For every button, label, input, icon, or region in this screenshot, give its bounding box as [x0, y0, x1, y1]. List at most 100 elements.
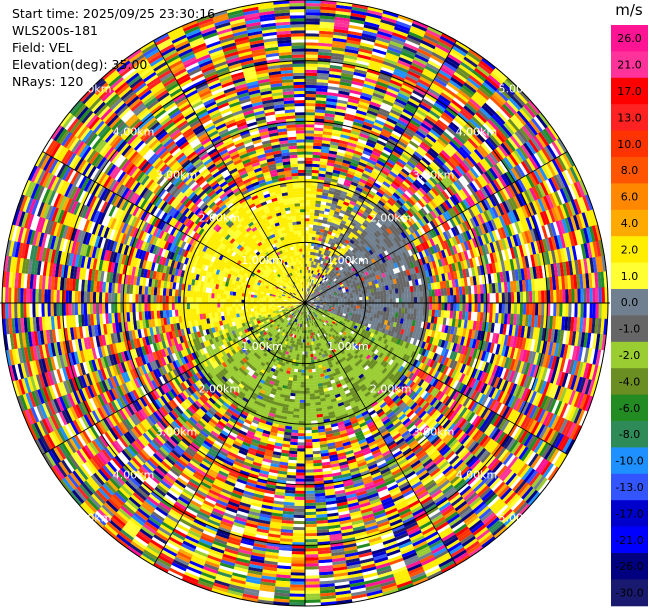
range-gate [306, 281, 308, 285]
range-gate [333, 213, 339, 219]
range-gate [382, 181, 391, 188]
range-gate [451, 99, 464, 111]
range-gate [305, 181, 312, 185]
range-gate [374, 306, 378, 311]
range-gate [344, 153, 354, 159]
range-gate [396, 17, 414, 27]
range-gate [371, 51, 387, 59]
range-gate [424, 65, 439, 76]
range-gate [371, 184, 380, 192]
range-gate [307, 254, 311, 258]
range-gate [305, 297, 308, 301]
range-gate [425, 29, 442, 39]
range-gate [367, 292, 372, 297]
range-gate [335, 299, 339, 302]
range-gate [470, 72, 485, 85]
range-gate [586, 288, 590, 304]
range-gate [404, 308, 408, 314]
field-text: Field: VEL [12, 40, 73, 55]
range-gate [414, 53, 430, 63]
range-gate [357, 164, 366, 171]
range-gate [388, 135, 400, 144]
range-gate [350, 158, 360, 165]
range-gate [450, 303, 454, 312]
range-gate [367, 203, 375, 210]
range-gate [326, 165, 335, 170]
range-gate [425, 115, 438, 125]
range-gate [371, 218, 379, 225]
range-gate [313, 133, 324, 138]
range-gate [368, 306, 372, 311]
range-gate [450, 48, 466, 60]
range-gate [305, 15, 321, 19]
range-gate [409, 119, 421, 128]
range-gate [455, 286, 460, 296]
range-gate [376, 139, 387, 147]
range-gate [434, 289, 439, 297]
range-gate [308, 282, 311, 286]
range-gate [353, 71, 367, 78]
range-gate [431, 289, 436, 297]
start-time-text: Start time: 2025/09/25 23:30:16 [12, 6, 216, 21]
range-gate [368, 296, 372, 300]
range-gate [368, 303, 372, 307]
range-gate [386, 88, 400, 96]
range-gate [305, 9, 322, 13]
range-gate [312, 148, 322, 153]
range-gate [383, 146, 394, 154]
range-gate [442, 89, 456, 100]
range-gate [351, 229, 357, 235]
range-gate [305, 236, 309, 240]
range-gate [519, 303, 524, 315]
range-gate [310, 293, 313, 296]
range-gate [394, 68, 408, 77]
range-gate [471, 294, 475, 304]
range-gate [367, 159, 377, 166]
range-gate [334, 22, 350, 28]
range-gate [358, 181, 366, 188]
range-gate [307, 294, 310, 298]
range-gate [418, 45, 434, 55]
range-gate [350, 15, 367, 22]
range-gate [359, 95, 372, 102]
range-gate [309, 260, 312, 265]
range-gate [321, 264, 325, 268]
range-gate [334, 188, 342, 194]
range-gate [337, 215, 344, 221]
range-gate [339, 84, 352, 90]
range-gate [474, 294, 478, 304]
range-gate [336, 218, 343, 223]
range-gate [445, 106, 458, 118]
range-gate [355, 200, 363, 207]
range-gate [307, 272, 310, 277]
range-gate [424, 31, 441, 42]
range-gate [598, 303, 602, 320]
range-gate [353, 216, 360, 222]
range-gate [390, 37, 406, 46]
range-gate [513, 303, 518, 315]
range-gate [404, 303, 409, 309]
range-gate [367, 192, 375, 199]
range-gate [571, 288, 575, 304]
range-gate [355, 144, 366, 151]
range-gate [320, 281, 324, 285]
range-gate [455, 40, 471, 52]
range-gate [308, 230, 313, 234]
range-gate [312, 290, 315, 294]
range-gate [358, 135, 369, 142]
range-gate [528, 303, 533, 316]
range-gate [344, 211, 351, 217]
range-gate [459, 87, 474, 99]
range-gate [305, 81, 318, 86]
range-gate [351, 236, 357, 242]
range-gate [376, 33, 392, 41]
range-gate [328, 190, 336, 195]
range-gate [325, 259, 330, 264]
range-gate [406, 100, 420, 110]
range-gate [385, 120, 397, 128]
range-gate [311, 283, 314, 287]
range-gate [370, 209, 378, 217]
range-gate [417, 106, 430, 116]
range-gate [411, 153, 422, 162]
